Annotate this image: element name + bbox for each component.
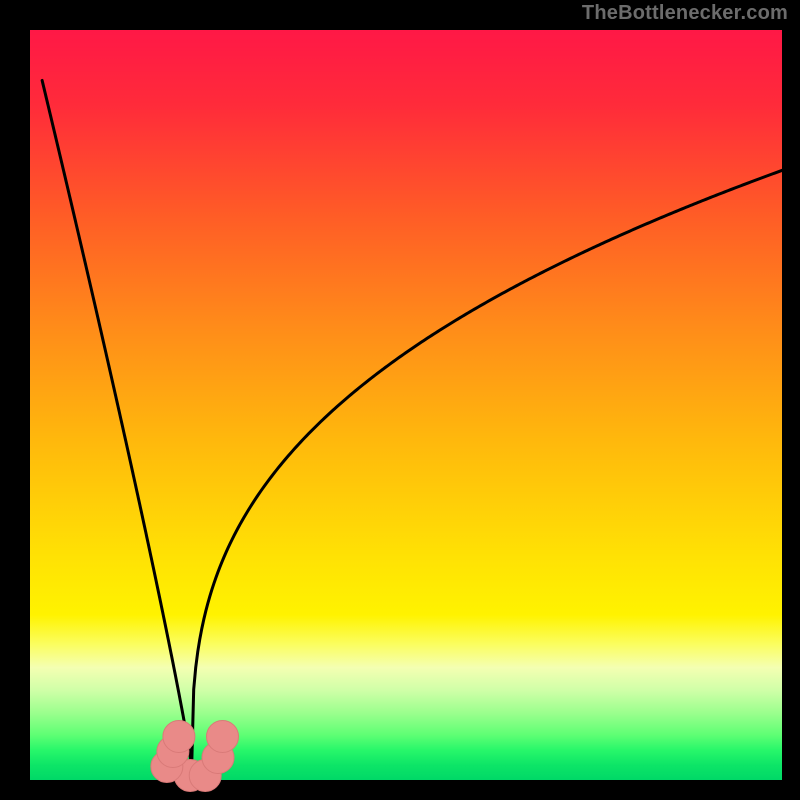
chart-root: TheBottlenecker.com (0, 0, 800, 800)
bottleneck-chart (0, 0, 800, 800)
watermark-text: TheBottlenecker.com (582, 2, 788, 25)
marker-right-1 (207, 721, 239, 753)
gradient-background (30, 30, 782, 780)
marker-left-2 (163, 721, 195, 753)
